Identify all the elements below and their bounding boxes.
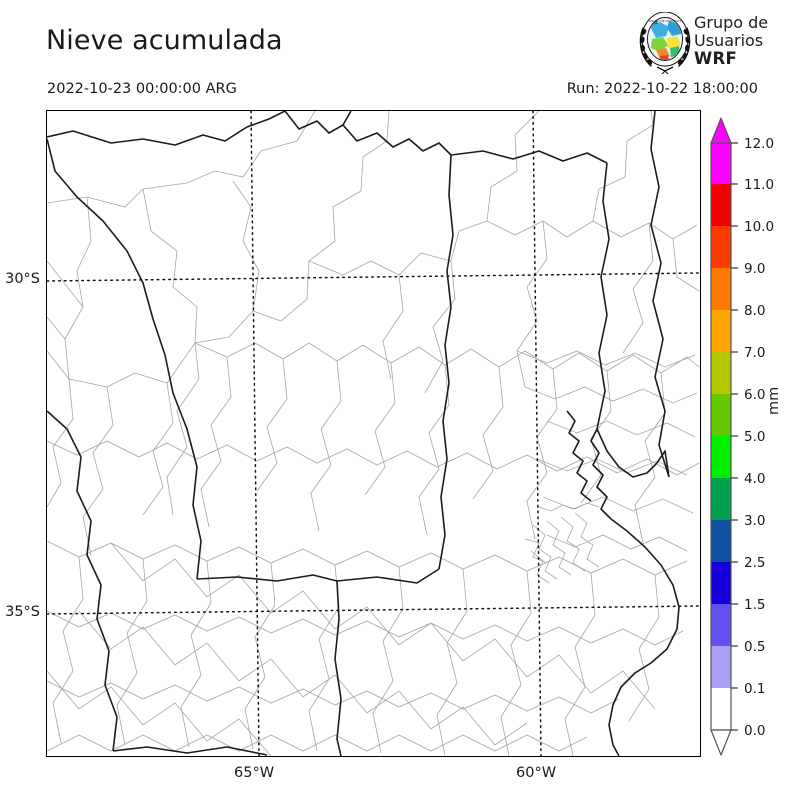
gridline-lat-30S xyxy=(47,272,700,282)
colorbar[interactable] xyxy=(707,112,747,762)
colorbar-tick-label: 10.0 xyxy=(744,219,775,235)
lon-tick-60W: 60°W xyxy=(516,765,557,781)
colorbar-tick-label: 4.0 xyxy=(744,471,766,487)
svg-text:GRUPO DE USUARIOS: GRUPO DE USUARIOS xyxy=(649,19,682,23)
gridline-lat-35S xyxy=(47,605,700,615)
valid-time-label: 2022-10-23 00:00:00 ARG xyxy=(47,81,237,97)
province-boundaries xyxy=(47,111,680,756)
wrf-user-group-logo: GRUPO DE USUARIOS Grupo de Usuarios WRF xyxy=(636,11,796,75)
map-svg xyxy=(47,111,700,756)
colorbar-tick-label: 12.0 xyxy=(744,136,775,152)
colorbar-tick-label: 2.5 xyxy=(744,555,766,571)
run-time-label: Run: 2022-10-22 18:00:00 xyxy=(566,81,758,97)
colorbar-tick-label: 0.0 xyxy=(744,723,766,739)
map-background xyxy=(47,111,700,756)
graticule xyxy=(47,111,700,756)
logo-wordmark: Grupo de Usuarios WRF xyxy=(694,14,796,68)
colorbar-bands xyxy=(711,143,731,730)
colorbar-tick-label: 5.0 xyxy=(744,429,766,445)
lon-tick-65W: 65°W xyxy=(234,765,275,781)
colorbar-tick-label: 0.1 xyxy=(744,681,766,697)
logo-line-2: Usuarios xyxy=(694,31,764,50)
colorbar-tick-label: 1.5 xyxy=(744,597,766,613)
department-boundaries xyxy=(47,111,700,756)
logo-line-1: Grupo de xyxy=(694,13,769,32)
map-plot-area[interactable] xyxy=(46,110,701,757)
colorbar-ticks xyxy=(731,142,738,731)
wrf-globe-laurel-icon: GRUPO DE USUARIOS xyxy=(636,11,694,75)
lat-tick-35S: 35°S xyxy=(5,604,40,620)
colorbar-tick-label: 9.0 xyxy=(744,261,766,277)
colorbar-tick-labels: 12.0 11.0 10.0 9.0 8.0 7.0 6.0 5.0 4.0 3… xyxy=(744,112,784,762)
page-title: Nieve acumulada xyxy=(46,25,283,56)
lat-tick-30S: 30°S xyxy=(5,271,40,287)
colorbar-tick-label: 7.0 xyxy=(744,345,766,361)
colorbar-svg xyxy=(710,117,738,756)
colorbar-unit-label: mm xyxy=(766,386,782,415)
logo-line-3: WRF xyxy=(694,49,738,68)
colorbar-tick-label: 8.0 xyxy=(744,303,766,319)
colorbar-tick-label: 6.0 xyxy=(744,387,766,403)
colorbar-tick-label: 0.5 xyxy=(744,639,766,655)
colorbar-tick-label: 3.0 xyxy=(744,513,766,529)
colorbar-tick-label: 11.0 xyxy=(744,177,775,193)
